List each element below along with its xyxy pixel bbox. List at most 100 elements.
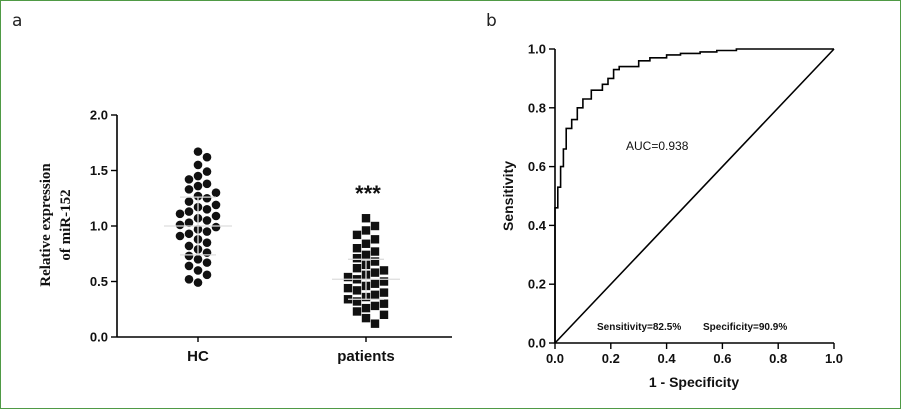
data-point-hc <box>184 175 194 184</box>
data-point-hc <box>202 227 212 236</box>
x-tick-label: 1.0 <box>825 351 843 366</box>
data-point-hc <box>202 167 212 176</box>
panel-label-a: a <box>12 11 23 31</box>
data-point-hc <box>211 222 221 232</box>
data-point-patients <box>370 319 380 328</box>
y-tick-label: 1.0 <box>90 219 108 234</box>
data-point-patients <box>352 263 362 273</box>
y-tick-label: 0.4 <box>528 218 547 233</box>
data-point-patients <box>370 279 380 288</box>
data-point-hc <box>193 160 203 170</box>
data-point-hc <box>184 185 194 194</box>
data-point-hc <box>184 197 194 206</box>
data-point-patients <box>379 310 389 319</box>
data-point-patients <box>352 297 362 306</box>
data-point-patients <box>379 288 389 297</box>
y-axis-label-line2: of miR-152 <box>58 189 74 260</box>
data-point-patients <box>370 301 380 311</box>
data-point-patients <box>370 247 380 256</box>
scatter-axes: 0.0 0.5 1.0 1.5 2.0 <box>90 108 452 345</box>
y-tick-label: 0.6 <box>528 159 546 174</box>
data-point-hc <box>202 193 212 203</box>
data-point-patients <box>343 272 353 282</box>
y-axis-label-line1: Relative expression <box>38 163 54 287</box>
y-tick-label: 1.0 <box>528 42 546 57</box>
data-point-hc <box>193 181 203 191</box>
x-tick-label: 0.0 <box>546 351 564 366</box>
data-point-hc <box>193 171 203 181</box>
x-category-hc: HC <box>187 348 209 365</box>
sensitivity-annotation: Sensitivity=82.5% <box>597 322 681 333</box>
y-tick-label: 0.5 <box>90 274 108 289</box>
data-point-hc <box>211 188 221 197</box>
data-point-hc <box>175 231 185 241</box>
data-point-hc <box>193 278 203 287</box>
y-tick-label: 0.8 <box>528 100 546 115</box>
data-point-hc <box>202 179 212 189</box>
data-point-patients <box>370 290 380 300</box>
data-point-hc <box>184 207 194 216</box>
data-point-patients <box>379 299 389 308</box>
data-point-hc <box>202 258 212 267</box>
data-point-patients <box>361 303 371 313</box>
panel-label-b: b <box>486 11 497 31</box>
x-axis-label: 1 - Specificity <box>649 374 739 390</box>
y-tick-label: 0.0 <box>90 330 108 345</box>
scatter-summary-bars <box>164 196 400 300</box>
data-point-hc <box>211 211 221 221</box>
data-point-hc <box>193 147 203 156</box>
data-point-hc <box>193 254 203 264</box>
x-tick-label: 0.8 <box>769 351 787 366</box>
data-point-patients <box>361 313 371 323</box>
data-point-patients <box>352 286 362 295</box>
auc-annotation: AUC=0.938 <box>626 139 689 153</box>
x-category-patients: patients <box>337 348 395 365</box>
data-point-patients <box>352 230 362 240</box>
roc-axes: 0.00.0 0.2 0.2 0.4 0.4 0.6 0.6 0.8 0.8 1.0 1.0 <box>528 42 843 367</box>
data-point-hc <box>211 200 221 210</box>
y-axis-label: Sensitivity <box>500 161 516 231</box>
data-point-hc <box>184 229 194 239</box>
data-point-patients <box>379 277 389 286</box>
data-point-patients <box>370 257 380 266</box>
data-point-patients <box>352 244 362 253</box>
significance-marker: *** <box>355 181 381 206</box>
x-tick-label: 0.6 <box>713 351 731 366</box>
y-tick-label: 0.2 <box>528 277 546 292</box>
y-tick-label: 2.0 <box>90 108 108 123</box>
data-point-hc <box>184 251 194 261</box>
data-point-hc <box>202 238 212 247</box>
data-point-hc <box>202 152 212 162</box>
data-point-hc <box>175 209 185 219</box>
data-point-hc <box>184 274 194 284</box>
x-tick-label: 0.2 <box>602 351 620 366</box>
data-point-patients <box>370 221 380 231</box>
data-point-patients <box>361 250 371 260</box>
reference-diagonal-line <box>554 48 835 344</box>
data-point-patients <box>361 214 371 223</box>
data-point-hc <box>184 261 194 271</box>
data-point-patients <box>361 226 371 235</box>
data-point-hc <box>202 270 212 280</box>
data-point-hc <box>193 191 203 201</box>
data-point-patients <box>361 239 371 248</box>
data-point-patients <box>352 253 362 263</box>
data-point-patients <box>370 268 380 277</box>
data-point-patients <box>343 283 353 293</box>
data-point-patients <box>370 235 380 244</box>
scatter-points <box>175 147 389 328</box>
data-point-hc <box>184 241 194 251</box>
data-point-hc <box>202 216 212 225</box>
roc-curve <box>554 48 834 343</box>
data-point-hc <box>202 205 212 214</box>
data-point-hc <box>193 266 203 275</box>
specificity-annotation: Specificity=90.9% <box>703 322 787 333</box>
x-tick-label: 0.4 <box>658 351 677 366</box>
y-tick-label: 0.0 <box>528 336 546 351</box>
data-point-hc <box>184 218 194 227</box>
y-tick-label: 1.5 <box>90 163 108 178</box>
data-point-patients <box>379 266 389 275</box>
data-point-patients <box>352 307 362 316</box>
